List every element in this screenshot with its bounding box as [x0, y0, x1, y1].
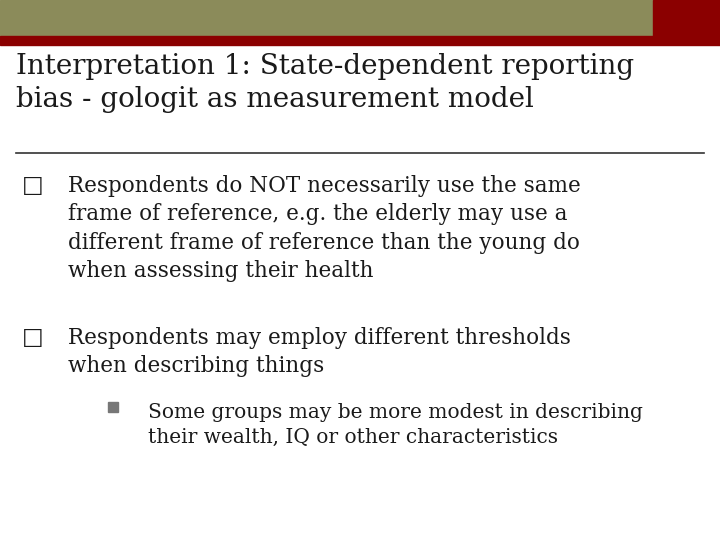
Text: Some groups may be more modest in describing
their wealth, IQ or other character: Some groups may be more modest in descri…	[148, 403, 643, 447]
Text: Respondents do NOT necessarily use the same
frame of reference, e.g. the elderly: Respondents do NOT necessarily use the s…	[68, 175, 581, 282]
Bar	[0, 36, 720, 45]
Text: Interpretation 1: State-dependent reporting
bias - gologit as measurement model: Interpretation 1: State-dependent report…	[16, 53, 634, 113]
Bar	[653, 0, 720, 36]
Text: Respondents may employ different thresholds
when describing things: Respondents may employ different thresho…	[68, 327, 571, 377]
Text: □: □	[22, 327, 44, 349]
Text: □: □	[22, 175, 44, 197]
Bar	[0, 0, 653, 36]
Bar	[108, 402, 118, 412]
